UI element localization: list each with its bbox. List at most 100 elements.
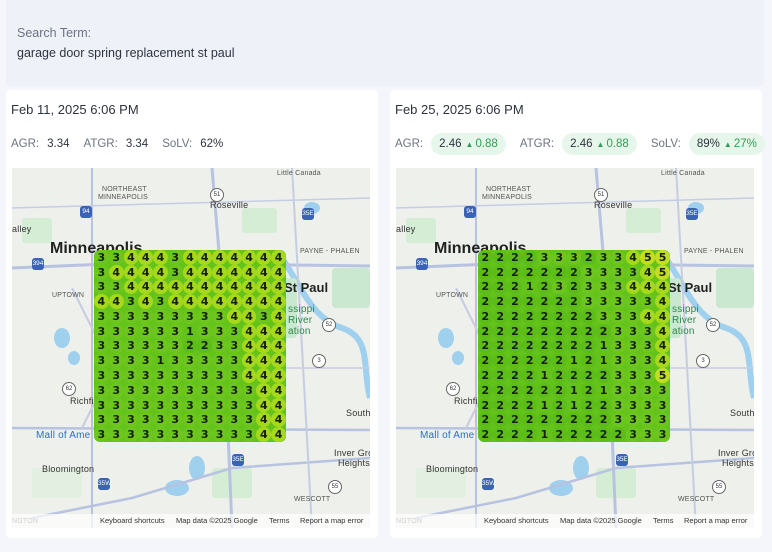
grid-cell: 2 bbox=[566, 309, 582, 324]
grid-cell: 3 bbox=[241, 427, 257, 442]
grid-cell: 3 bbox=[581, 279, 597, 295]
map-label-st-paul: St Paul bbox=[668, 280, 713, 295]
grid-cell: 2 bbox=[596, 397, 611, 413]
grid-cell: 3 bbox=[138, 382, 154, 398]
grid-cell: 3 bbox=[197, 323, 213, 339]
grid-cell: 4 bbox=[241, 323, 257, 339]
grid-cell: 3 bbox=[108, 309, 124, 324]
grid-cell: 2 bbox=[492, 427, 508, 442]
grid-cell: 3 bbox=[138, 353, 154, 369]
map-label-ation: ation bbox=[672, 326, 695, 337]
grid-cell: 4 bbox=[625, 250, 641, 265]
grid-cell: 3 bbox=[153, 382, 168, 398]
report-map-error-link[interactable]: Report a map error bbox=[300, 516, 364, 525]
highway-shield-icon: 35E bbox=[232, 454, 244, 466]
grid-cell: 4 bbox=[271, 412, 286, 428]
grid-cell: 2 bbox=[507, 323, 523, 339]
grid-cell: 3 bbox=[94, 412, 109, 428]
grid-cell: 4 bbox=[655, 309, 670, 324]
grid-cell: 2 bbox=[478, 294, 493, 310]
grid-cell: 4 bbox=[241, 264, 257, 280]
rank-grid-map[interactable]: Little Canada NORTHEAST MINNEAPOLIS Rose… bbox=[396, 168, 754, 528]
route-marker-icon: 55 bbox=[712, 480, 726, 494]
report-map-error-link[interactable]: Report a map error bbox=[684, 516, 748, 525]
grid-cell: 2 bbox=[182, 338, 198, 354]
grid-cell: 2 bbox=[551, 427, 567, 442]
grid-cell: 1 bbox=[540, 398, 549, 412]
grid-cell: 1 bbox=[525, 280, 534, 294]
grid-cell: 2 bbox=[478, 412, 493, 428]
map-label-payne-phalen: PAYNE - PHALEN bbox=[684, 248, 744, 255]
route-marker-icon: 3 bbox=[312, 354, 326, 368]
solv-value: 89% bbox=[696, 138, 720, 150]
grid-cell: 3 bbox=[241, 412, 257, 428]
grid-cell: 2 bbox=[551, 382, 567, 398]
grid-cell: 2 bbox=[551, 264, 567, 280]
rank-grid-map[interactable]: Little Canada NORTHEAST MINNEAPOLIS Rose… bbox=[12, 168, 370, 528]
grid-cell: 2 bbox=[507, 309, 523, 324]
keyboard-shortcuts-link[interactable]: Keyboard shortcuts bbox=[100, 516, 165, 525]
grid-cell: 2 bbox=[507, 279, 523, 295]
grid-cell: 2 bbox=[478, 323, 493, 339]
grid-cell: 3 bbox=[167, 309, 183, 324]
grid-cell: 3 bbox=[610, 368, 626, 383]
grid-cell: 3 bbox=[625, 382, 641, 398]
terms-link[interactable]: Terms bbox=[269, 516, 290, 525]
atgr-value: 3.34 bbox=[125, 138, 149, 150]
grid-cell: 1 bbox=[599, 339, 608, 353]
highway-shield-icon: 35W bbox=[98, 478, 111, 490]
grid-cell: 2 bbox=[492, 264, 508, 280]
grid-cell: 2 bbox=[492, 368, 508, 383]
terms-link[interactable]: Terms bbox=[653, 516, 674, 525]
grid-cell: 4 bbox=[212, 294, 227, 310]
map-label-ne-minneapolis: MINNEAPOLIS bbox=[482, 194, 533, 201]
grid-cell: 5 bbox=[640, 250, 656, 265]
grid-cell: 3 bbox=[212, 338, 227, 354]
grid-cell: 3 bbox=[94, 338, 109, 354]
scan-panel-after: Feb 25, 2025 6:06 PM AGR: 2.46 ▲ 0.88 ATGR… bbox=[390, 90, 765, 538]
grid-cell: 4 bbox=[256, 338, 272, 354]
map-footer: Google Keyboard shortcuts Map data ©2025… bbox=[396, 514, 754, 528]
grid-cell: 1 bbox=[186, 324, 194, 338]
map-label-south: South bbox=[730, 408, 754, 418]
route-marker-icon: 51 bbox=[210, 188, 224, 202]
grid-cell: 3 bbox=[226, 397, 242, 413]
keyboard-shortcuts-link[interactable]: Keyboard shortcuts bbox=[484, 516, 549, 525]
highway-shield-icon: 35E bbox=[616, 454, 628, 466]
grid-cell: 4 bbox=[123, 264, 139, 280]
grid-cell: 3 bbox=[197, 353, 213, 369]
grid-cell: 3 bbox=[625, 309, 641, 324]
solv-pill: 89% ▲ 27% bbox=[688, 133, 765, 155]
agr-pill: 2.46 ▲ 0.88 bbox=[431, 133, 506, 155]
grid-cell: 4 bbox=[655, 338, 670, 354]
grid-cell: 3 bbox=[625, 427, 641, 442]
grid-cell: 4 bbox=[640, 264, 656, 280]
grid-cell: 4 bbox=[271, 397, 286, 413]
grid-cell: 4 bbox=[271, 338, 286, 354]
grid-cell: 4 bbox=[123, 250, 139, 265]
map-data-attribution: Map data ©2025 Google bbox=[176, 516, 258, 525]
grid-cell: 4 bbox=[271, 382, 286, 398]
grid-cell: 4 bbox=[226, 250, 242, 265]
grid-cell: 3 bbox=[153, 368, 168, 383]
grid-cell: 3 bbox=[212, 353, 227, 369]
grid-cell: 3 bbox=[655, 397, 670, 413]
grid-cell: 3 bbox=[596, 279, 611, 295]
grid-cell: 4 bbox=[640, 309, 656, 324]
route-marker-icon: 52 bbox=[322, 318, 336, 332]
grid-cell: 2 bbox=[478, 397, 493, 413]
grid-cell: 2 bbox=[478, 382, 493, 398]
grid-cell: 2 bbox=[581, 353, 597, 369]
grid-cell: 4 bbox=[212, 250, 227, 265]
map-label-heights: Heights bbox=[338, 458, 370, 468]
grid-cell: 4 bbox=[256, 294, 272, 310]
agr-metric: AGR: 3.34 bbox=[11, 138, 70, 150]
grid-cell: 3 bbox=[182, 412, 198, 428]
grid-cell: 3 bbox=[123, 382, 139, 398]
grid-cell: 2 bbox=[478, 264, 493, 280]
grid-cell: 3 bbox=[610, 382, 626, 398]
grid-cell: 5 bbox=[655, 368, 670, 383]
highway-shield-icon: 394 bbox=[32, 258, 44, 270]
grid-cell: 3 bbox=[138, 412, 154, 428]
grid-cell: 3 bbox=[640, 353, 656, 369]
